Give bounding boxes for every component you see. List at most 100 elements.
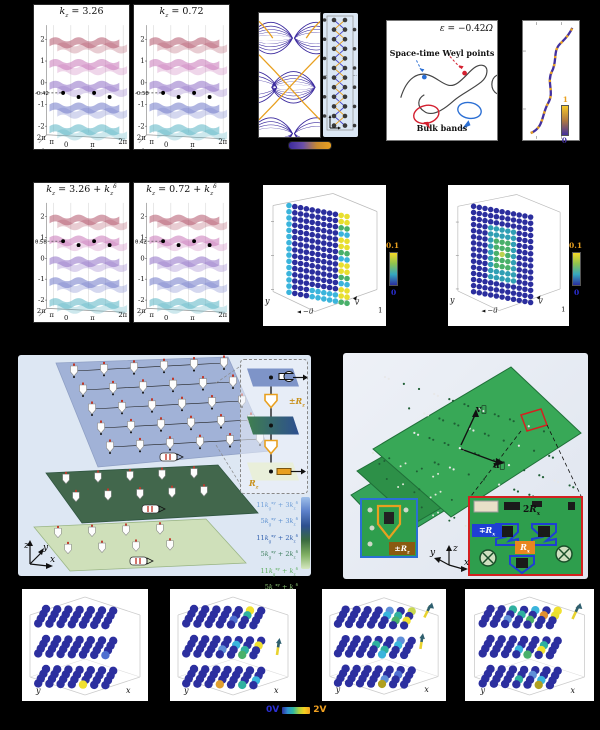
- svg-text:x: x: [274, 686, 279, 695]
- band-surface-plot: 0.58 2 1 0 -1 -2 2π π 0 π 2π ky kx: [35, 202, 128, 322]
- svg-text:2π: 2π: [218, 138, 227, 146]
- pcb-panel: v⃗ u⃗ ±Rz: [343, 353, 588, 579]
- svg-text:x: x: [126, 686, 131, 695]
- svg-text:z: z: [452, 544, 458, 554]
- diode-symbol: [264, 439, 278, 455]
- svg-text:2: 2: [40, 35, 44, 43]
- svg-text:y: y: [480, 686, 486, 695]
- voltage-legend-min: 0V: [266, 705, 280, 715]
- 2rx-label: 2Rx: [523, 505, 541, 517]
- pm-rz-label: ±Rz: [288, 396, 305, 409]
- weyl-points-panel: ε = −0.42Ω Space-time Weyl points Bulk b…: [386, 20, 498, 141]
- svg-text:π: π: [190, 141, 195, 149]
- ic-chip: [538, 526, 550, 537]
- svg-text:y: y: [449, 296, 455, 305]
- svg-text:kx: kx: [190, 321, 197, 322]
- svg-text:0.42: 0.42: [135, 239, 147, 245]
- svg-text:y: y: [335, 685, 341, 694]
- edge-spectrum-panel: [232, 12, 339, 150]
- rz-label: Rz: [249, 478, 259, 491]
- svg-text:ky: ky: [142, 148, 149, 149]
- svg-text:2π: 2π: [37, 134, 46, 142]
- svg-text:π: π: [90, 141, 95, 149]
- svg-text:-0.58: -0.58: [135, 91, 149, 97]
- rz-inset: ±Rz: [360, 498, 418, 558]
- pcb-axis-triad: z y x: [429, 544, 469, 572]
- svg-text:−u⃗: −u⃗: [487, 307, 498, 315]
- svg-text:y: y: [183, 686, 189, 695]
- lattice-schematic: ··· ···: [322, 15, 357, 131]
- svg-text:0: 0: [64, 141, 68, 149]
- voxel-colorbar-2: [572, 252, 581, 286]
- bulk-bands-label: Bulk bands: [416, 123, 468, 133]
- svg-text:-2: -2: [38, 122, 45, 130]
- arrowhead-red: [458, 65, 464, 70]
- rx-inset-drawing: [473, 500, 575, 575]
- voxel-scatter-plot: y −u⃗ v⃗ 1: [449, 194, 566, 315]
- svg-text:0: 0: [40, 79, 44, 87]
- axis-y-label: y: [42, 543, 49, 553]
- band-panel-kz-0.72: kz = 0.72 -0.58 2 1 0 -1 -2 2π π 0 π 2π ky kx: [133, 4, 230, 150]
- mp-rx-tag: ∓Rx: [472, 524, 502, 538]
- svg-text:y: y: [264, 297, 270, 306]
- winding-colorbar: [561, 105, 569, 136]
- svg-text:2: 2: [40, 212, 44, 220]
- svg-text:1: 1: [40, 57, 44, 65]
- svg-text:1: 1: [140, 233, 144, 241]
- layer-legend-row: 11kgxy + 2kzδ: [256, 532, 298, 544]
- edge-state-curves: [258, 20, 321, 121]
- bulk-band-loop-blue: [457, 101, 482, 120]
- ic-chip: [532, 501, 542, 507]
- rx-tag: Rx: [515, 541, 535, 555]
- diode-symbol: [264, 393, 278, 409]
- voxel-panel-2: y −u⃗ v⃗ 1: [448, 185, 569, 326]
- svg-text:0: 0: [40, 254, 44, 262]
- bulk-band-lenses: [232, 21, 339, 150]
- layer-legend-rows: 11kgxy + 3kzδ 5kgxy + 3kzδ 11kgxy + 2kzδ 5k…: [244, 497, 298, 593]
- axis-z-label: z: [23, 541, 29, 551]
- unit-cell-inset: ±Rz Rz: [240, 359, 308, 494]
- band-panel-kz-3.26-delta: kz = 3.26 + kzδ 0.58 2 1 0 -1 -2 2π π 0 π 2π ky kx: [33, 182, 130, 323]
- node-dot: [269, 469, 273, 474]
- layer-legend: 11kgxy + 3kzδ 5kgxy + 3kzδ 11kgxy + 2kzδ 5k…: [244, 497, 310, 593]
- layer-legend-row: 11kgxy + 3kzδ: [256, 500, 298, 511]
- gate-symbol: [278, 371, 295, 382]
- svg-text:π: π: [190, 314, 195, 322]
- epsilon-label: ε = −0.42Ω: [439, 24, 493, 34]
- svg-text:-2: -2: [138, 296, 145, 304]
- winding-colorbar-max: 1: [562, 95, 568, 104]
- svg-text:···: ···: [323, 74, 327, 79]
- svg-text:2: 2: [140, 35, 144, 43]
- band-panel-title: kz = 3.26: [59, 6, 104, 19]
- svg-text:y: y: [35, 686, 41, 695]
- arrowhead: [303, 374, 308, 381]
- edge-arc: [491, 74, 498, 95]
- svg-text:0: 0: [140, 79, 144, 87]
- band-panel-kz-3.26: kz = 3.26 -0.42 2 1 0 -1 -2 2π π 0 π 2π ky kx: [33, 4, 130, 150]
- svg-text:2π: 2π: [218, 311, 227, 319]
- svg-text:π: π: [150, 311, 155, 319]
- band-surface-plot: -0.42 2 1 0 -1 -2 2π π 0 π 2π ky kx: [35, 25, 128, 149]
- layer-legend-row: 11kgxy + kzδ: [260, 565, 298, 577]
- node-dot: [269, 423, 273, 428]
- axis-x-label: x: [50, 555, 55, 565]
- svg-text:-1: -1: [138, 100, 145, 108]
- svg-text:2π: 2π: [118, 311, 127, 319]
- voxel-colorbar-1-max: 0.1: [386, 241, 400, 250]
- svg-text:π: π: [150, 138, 155, 146]
- svg-text:π: π: [50, 138, 55, 146]
- svg-text:kx: kx: [90, 148, 97, 149]
- resistor-symbol: [276, 468, 292, 475]
- weyl-curve-plot: [400, 56, 498, 130]
- winding-curve-dashes: [530, 27, 574, 135]
- svg-text:2π: 2π: [137, 307, 146, 315]
- band-curve: [400, 64, 488, 115]
- ic-chip: [384, 512, 394, 524]
- svg-text:-1: -1: [38, 275, 45, 283]
